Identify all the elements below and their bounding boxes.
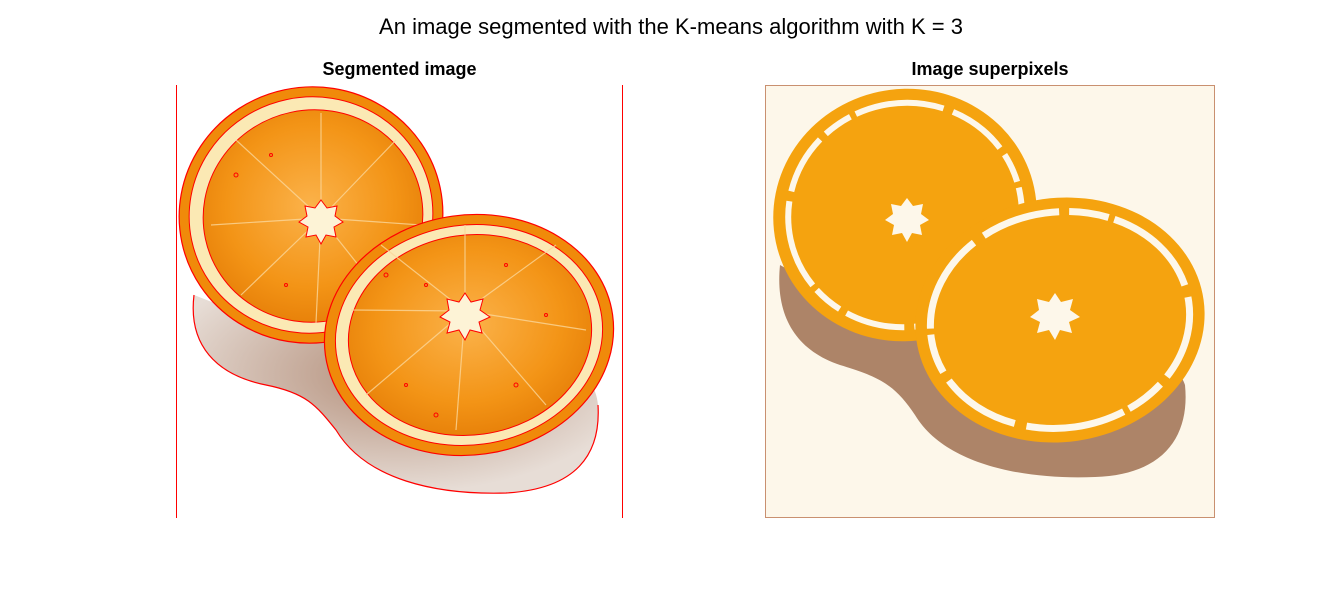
speckle-boundaries bbox=[233, 153, 548, 418]
left-orange-core bbox=[298, 199, 344, 246]
superpixels-image-title: Image superpixels bbox=[911, 59, 1069, 79]
segmented-image bbox=[176, 85, 623, 518]
figure-title: An image segmented with the K-means algo… bbox=[379, 14, 963, 39]
right-orange-cluster bbox=[915, 197, 1205, 443]
shadow-boundary bbox=[192, 294, 599, 494]
right-orange-core bbox=[439, 292, 492, 342]
superpixels-image bbox=[765, 85, 1215, 518]
segmented-image-title: Segmented image bbox=[322, 59, 477, 79]
segmented-image-panel bbox=[176, 85, 623, 518]
right-orange-half bbox=[323, 213, 615, 457]
superpixels-image-panel bbox=[765, 85, 1215, 518]
